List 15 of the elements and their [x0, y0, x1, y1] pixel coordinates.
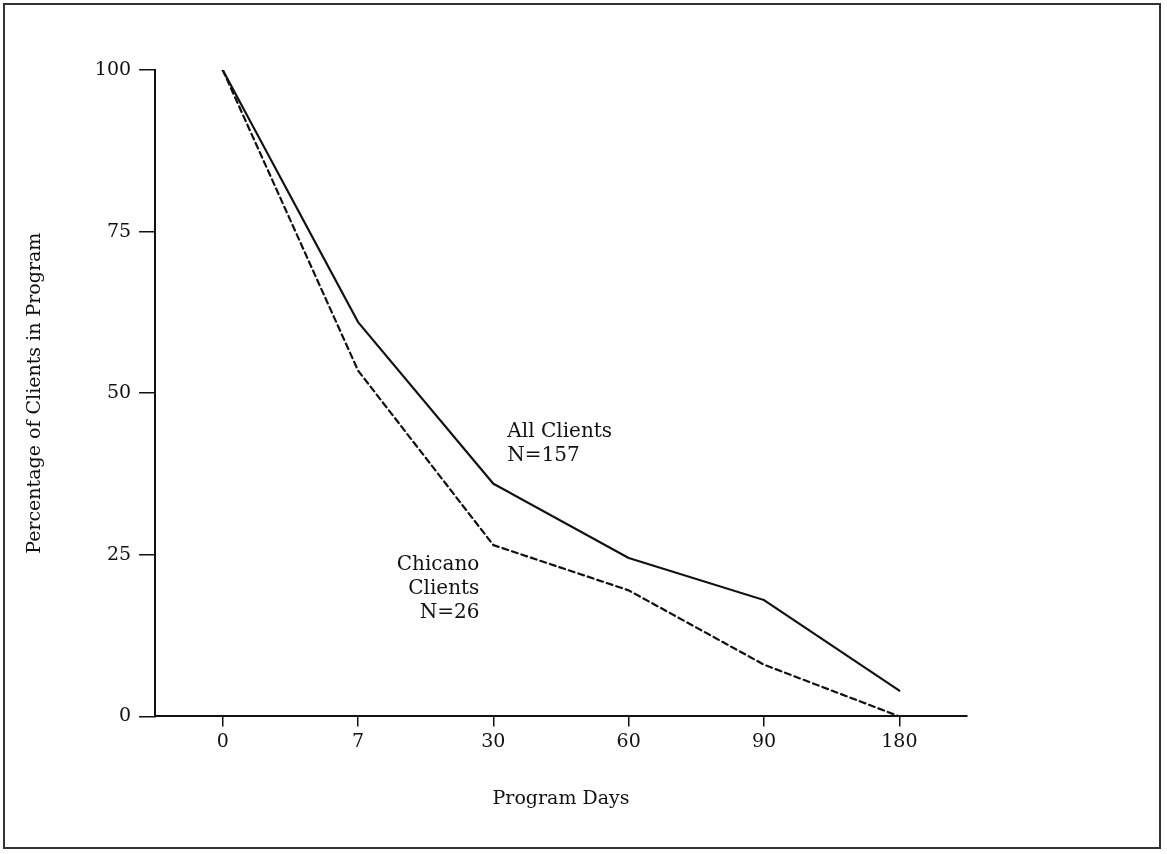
x-tick-label: 180: [881, 728, 918, 751]
x-tick-label: 30: [481, 728, 506, 751]
y-axis-title: Percentage of Clients in Program: [22, 232, 45, 554]
y-tick-label: 25: [106, 541, 132, 564]
series-label: All Clients N=157: [506, 417, 613, 466]
x-tick-label: 60: [616, 728, 641, 751]
y-tick-label: 50: [106, 380, 132, 403]
series-label: Chicano Clients N=26: [396, 551, 480, 624]
x-tick-label: 7: [352, 728, 365, 751]
x-tick-label: 90: [751, 728, 777, 751]
y-tick-label: 75: [106, 218, 132, 241]
y-tick-label: 100: [94, 56, 132, 79]
x-axis-title: Program Days: [492, 785, 630, 808]
x-tick-label: 0: [216, 728, 229, 751]
y-tick-label: 0: [118, 703, 132, 726]
